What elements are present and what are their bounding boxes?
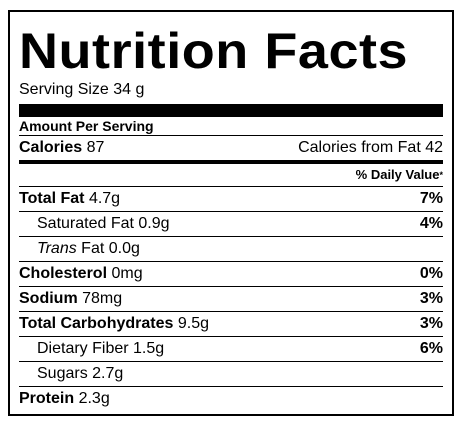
nutrient-row-cholesterol: Cholesterol 0mg 0%	[19, 261, 443, 286]
nutrient-row-total-fat: Total Fat 4.7g 7%	[19, 186, 443, 211]
medium-divider	[19, 160, 443, 164]
serving-size: Serving Size 34 g	[19, 81, 145, 98]
nutrient-label: Sodium	[19, 290, 78, 307]
calories-row: Calories 87 Calories from Fat 42	[19, 135, 443, 160]
nutrition-facts-label: Nutrition Facts Serving Size 34 g Amount…	[8, 10, 454, 416]
thick-divider	[19, 104, 443, 117]
nutrient-row-sodium: Sodium 78mg 3%	[19, 286, 443, 311]
nutrient-amount: 2.7g	[92, 365, 124, 382]
nutrient-amount: 1.5g	[133, 340, 165, 357]
nutrient-label: Sugars	[37, 365, 88, 382]
nutrient-label: Dietary Fiber	[37, 340, 129, 357]
nutrient-percent: 0%	[419, 265, 443, 282]
nutrient-percent: 7%	[419, 190, 443, 207]
calories-label: Calories	[19, 139, 83, 156]
nutrient-amount: 4.7g	[88, 190, 121, 207]
nutrient-label: Cholesterol	[19, 265, 108, 282]
nutrient-percent: 4%	[419, 215, 443, 232]
nutrient-label: Total Carbohydrates	[19, 315, 174, 332]
label-title: Nutrition Facts	[19, 23, 409, 79]
calories-from-fat: Calories from Fat 42	[298, 139, 443, 156]
nutrient-percent: 3%	[419, 290, 443, 307]
nutrient-percent: 3%	[419, 315, 443, 332]
nutrient-label: Trans	[37, 240, 77, 257]
calories-value: 87	[86, 139, 105, 156]
nutrient-row-dietary-fiber: Dietary Fiber 1.5g 6%	[19, 336, 443, 361]
nutrient-label-suffix: Fat	[81, 240, 105, 257]
nutrient-percent: 6%	[419, 340, 443, 357]
nutrient-amount: 0.0g	[108, 240, 140, 257]
nutrient-row-sugars: Sugars 2.7g	[19, 361, 443, 386]
nutrient-amount: 0mg	[111, 265, 143, 282]
nutrient-amount: 0.9g	[138, 215, 170, 232]
daily-value-header: % Daily Value *	[355, 167, 443, 182]
nutrient-row-total-carbohydrates: Total Carbohydrates 9.5g 3%	[19, 311, 443, 336]
nutrient-label: Total Fat	[19, 190, 85, 207]
amount-per-serving: Amount Per Serving	[19, 118, 154, 134]
nutrient-label: Saturated Fat	[37, 215, 134, 232]
nutrient-amount: 2.3g	[78, 390, 110, 407]
nutrient-row-saturated-fat: Saturated Fat 0.9g 4%	[19, 211, 443, 236]
nutrient-amount: 9.5g	[177, 315, 209, 332]
nutrient-row-protein: Protein 2.3g	[19, 386, 443, 411]
nutrient-row-trans-fat: Trans Fat 0.0g	[19, 236, 443, 261]
nutrient-amount: 78mg	[82, 290, 123, 307]
nutrient-label: Protein	[19, 390, 75, 407]
